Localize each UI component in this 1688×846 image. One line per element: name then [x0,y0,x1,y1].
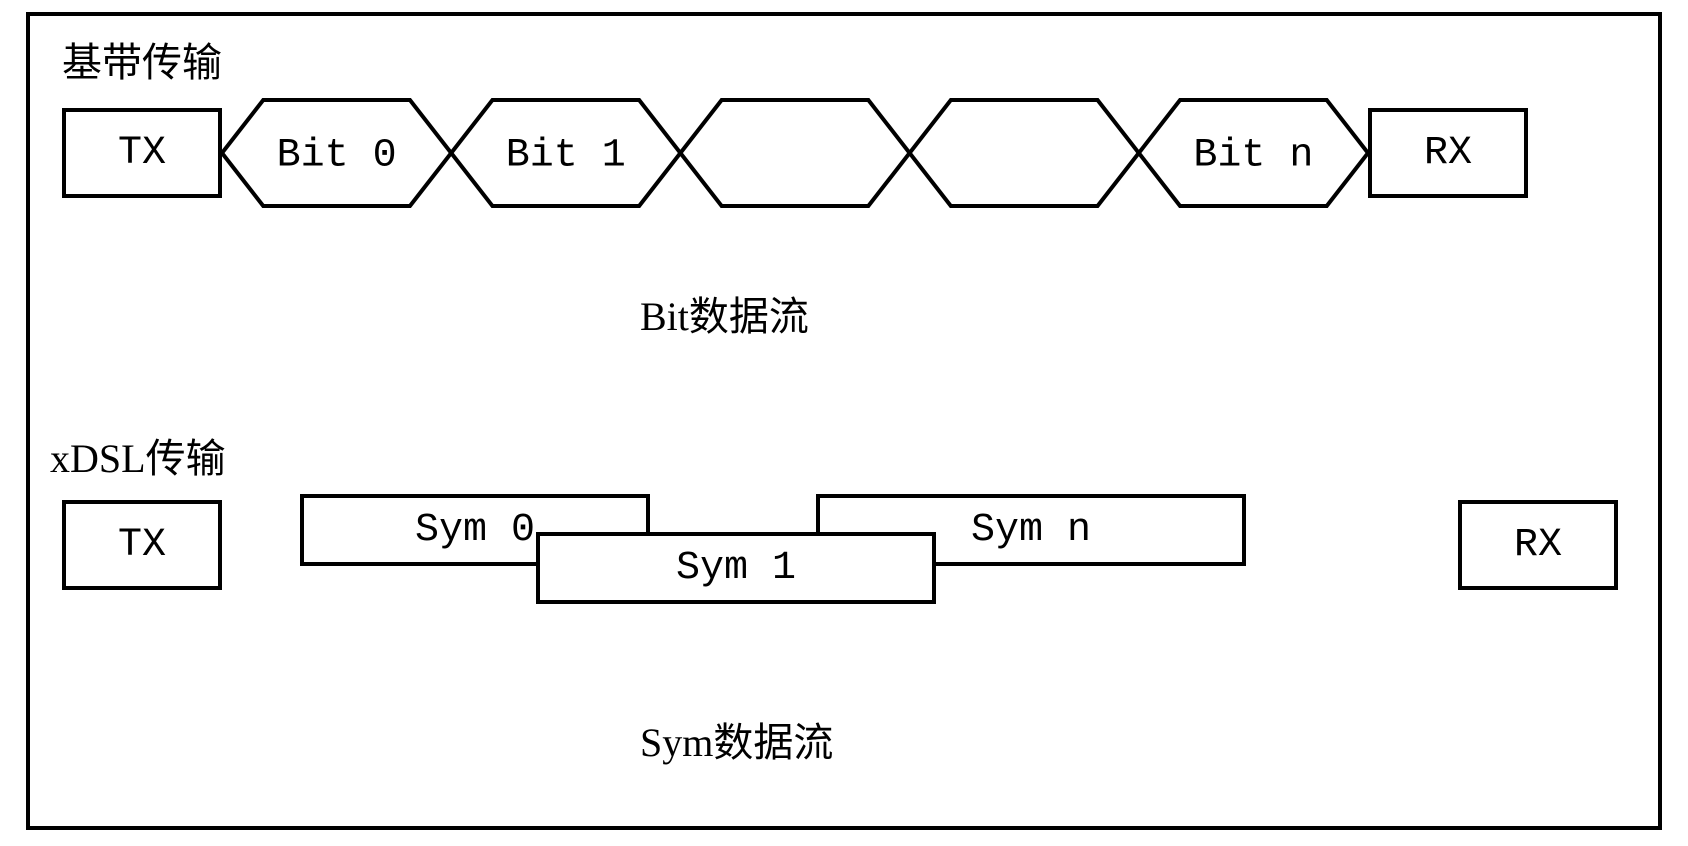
section2-tx-box: TX [62,500,222,590]
section2-caption: Sym数据流 [640,710,833,768]
section1-rx-label: RX [1424,131,1472,176]
hex-cell-label: Bit 0 [277,134,397,179]
hex-cell-label: Bit 1 [506,134,626,179]
section1-hexrow: Bit 0 Bit 1 Bit n [222,100,1368,206]
section2-rx-box: RX [1458,500,1618,590]
section2-tx-label: TX [118,523,166,568]
section1-tx-box: TX [62,108,222,198]
section2-title: xDSL传输 [50,426,226,484]
section2-rx-label: RX [1514,523,1562,568]
sym-box: Sym 1 [536,532,936,604]
hex-cell-label: Bit n [1193,134,1313,179]
section1-tx-label: TX [118,131,166,176]
hex-cell [680,100,909,206]
hex-cell [910,100,1139,206]
hexrow-group: Bit 0 Bit 1 Bit n [222,100,1368,206]
section1-rx-box: RX [1368,108,1528,198]
sym-box-label: Sym n [971,508,1091,553]
sym-box-label: Sym 1 [676,546,796,591]
section1-caption: Bit数据流 [640,284,809,342]
section1-title: 基带传输 [62,30,222,88]
sym-box-label: Sym 0 [415,508,535,553]
